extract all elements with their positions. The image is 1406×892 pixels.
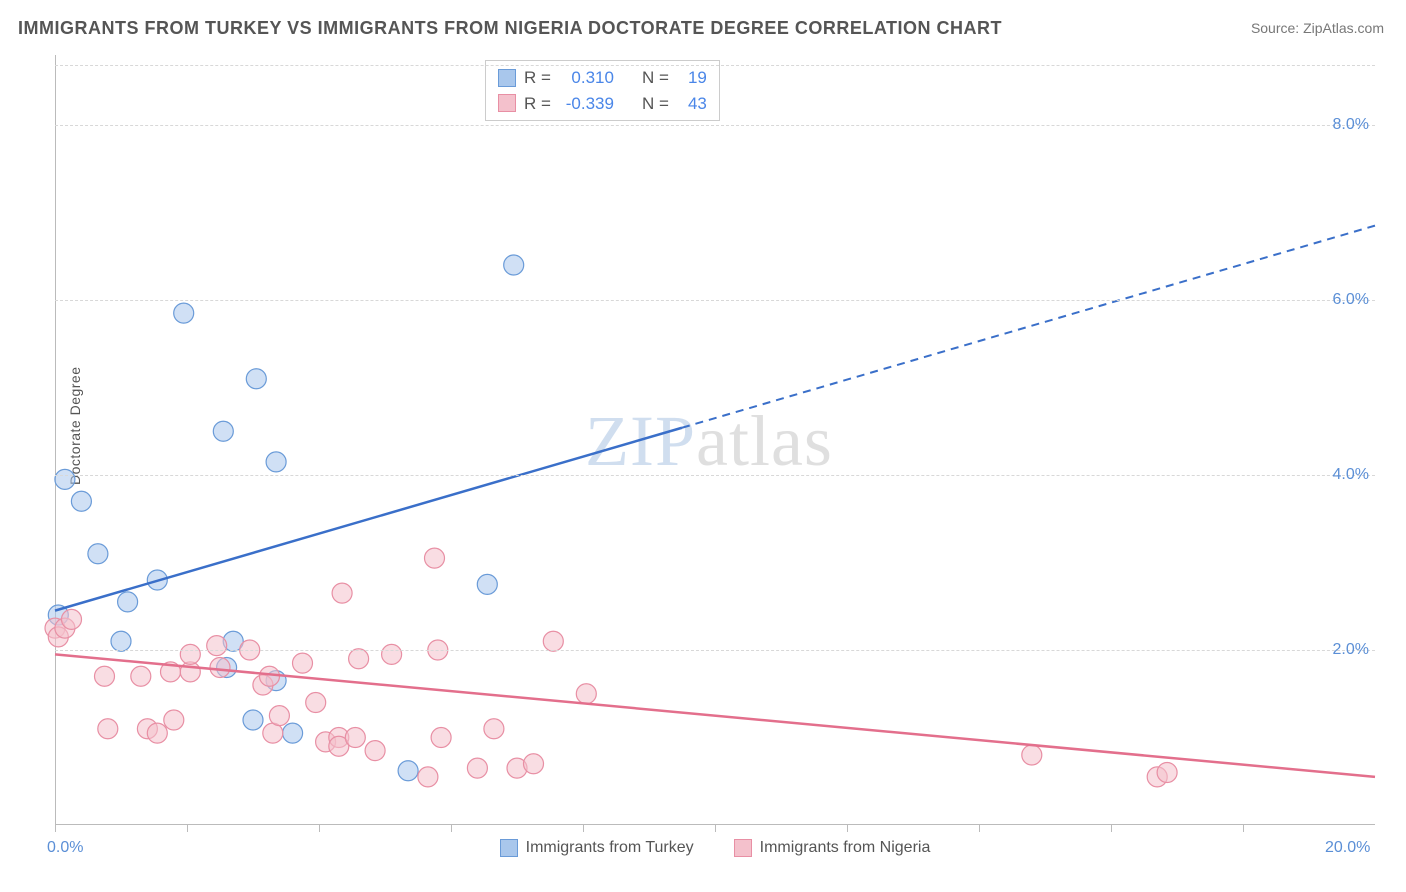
n-label: N = [642,91,669,117]
data-point [210,658,230,678]
data-point [98,719,118,739]
x-tick-mark [319,825,320,832]
r-value-nigeria: -0.339 [559,91,614,117]
data-point [164,710,184,730]
gridline [55,300,1375,301]
swatch-turkey [500,839,518,857]
data-point [345,728,365,748]
y-tick-label: 2.0% [1333,641,1369,659]
swatch-nigeria [498,94,516,112]
x-tick-label: 0.0% [47,839,83,857]
x-tick-mark [1111,825,1112,832]
data-point [260,666,280,686]
data-point [477,574,497,594]
data-point [180,644,200,664]
data-point [147,723,167,743]
data-point [467,758,487,778]
data-point [71,491,91,511]
data-point [243,710,263,730]
stat-row-turkey: R = 0.310 N = 19 [498,65,707,91]
legend-item-nigeria: Immigrants from Nigeria [734,839,931,857]
legend-label-turkey: Immigrants from Turkey [526,839,694,857]
data-point [213,421,233,441]
data-point [543,631,563,651]
data-point [131,666,151,686]
n-value-nigeria: 43 [677,91,707,117]
stat-row-nigeria: R = -0.339 N = 43 [498,91,707,117]
data-point [174,303,194,323]
stat-legend: R = 0.310 N = 19 R = -0.339 N = 43 [485,60,720,121]
data-point [398,761,418,781]
x-tick-mark [715,825,716,832]
data-point [293,653,313,673]
data-point [524,754,544,774]
trend-line-dashed [682,226,1375,428]
y-tick-label: 4.0% [1333,466,1369,484]
r-label: R = [524,65,551,91]
legend-label-nigeria: Immigrants from Nigeria [760,839,931,857]
x-tick-mark [979,825,980,832]
data-point [111,631,131,651]
data-point [382,644,402,664]
data-point [425,548,445,568]
bottom-legend: Immigrants from Turkey Immigrants from N… [55,839,1375,857]
source-label: Source: ZipAtlas.com [1251,20,1384,36]
x-tick-label: 20.0% [1325,839,1370,857]
x-tick-mark [1243,825,1244,832]
n-value-turkey: 19 [677,65,707,91]
plot-area: Doctorate Degree ZIPatlas R = 0.310 N = … [55,55,1375,825]
gridline [55,650,1375,651]
x-tick-mark [187,825,188,832]
swatch-nigeria [734,839,752,857]
data-point [365,741,385,761]
r-label: R = [524,91,551,117]
x-tick-mark [451,825,452,832]
data-point [269,706,289,726]
data-point [283,723,303,743]
legend-item-turkey: Immigrants from Turkey [500,839,694,857]
data-point [207,636,227,656]
data-point [431,728,451,748]
data-point [484,719,504,739]
data-point [418,767,438,787]
y-tick-label: 8.0% [1333,116,1369,134]
trend-line [55,428,682,611]
n-label: N = [642,65,669,91]
data-point [504,255,524,275]
data-point [349,649,369,669]
gridline [55,65,1375,66]
data-point [1022,745,1042,765]
r-value-turkey: 0.310 [559,65,614,91]
x-tick-mark [55,825,56,832]
chart-title: IMMIGRANTS FROM TURKEY VS IMMIGRANTS FRO… [18,18,1002,39]
y-tick-label: 6.0% [1333,291,1369,309]
data-point [95,666,115,686]
gridline [55,125,1375,126]
data-point [332,583,352,603]
data-point [55,469,75,489]
plot-svg [55,55,1375,825]
gridline [55,475,1375,476]
data-point [306,693,326,713]
data-point [62,609,82,629]
data-point [576,684,596,704]
data-point [1157,763,1177,783]
data-point [118,592,138,612]
data-point [88,544,108,564]
data-point [246,369,266,389]
x-tick-mark [847,825,848,832]
x-tick-mark [583,825,584,832]
data-point [266,452,286,472]
swatch-turkey [498,69,516,87]
